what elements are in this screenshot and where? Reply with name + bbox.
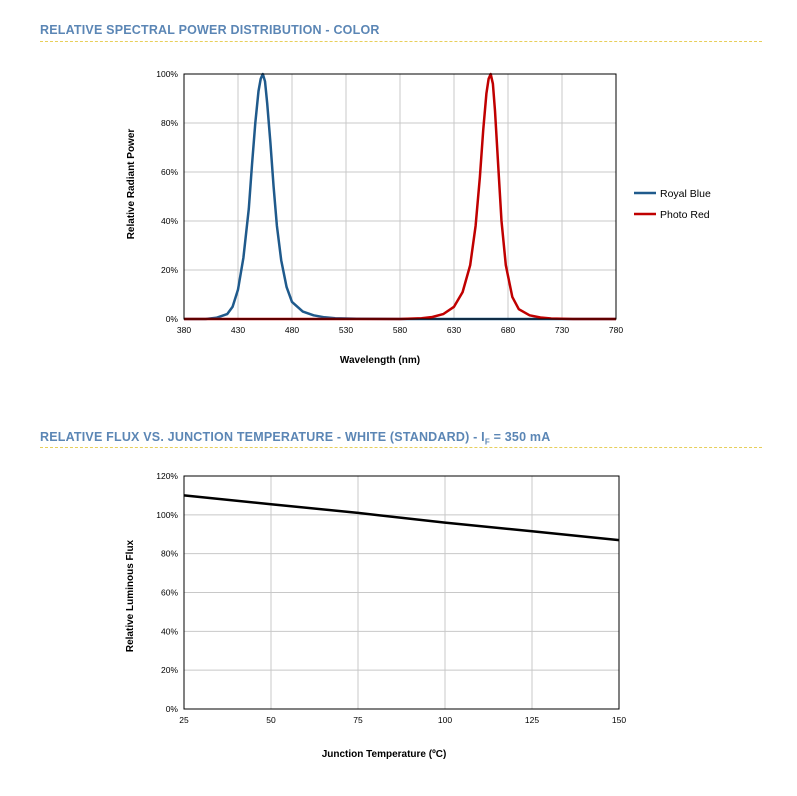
legend-label-photo-red: Photo Red [660, 209, 710, 221]
section-title-spectral: RELATIVE SPECTRAL POWER DISTRIBUTION - C… [40, 23, 380, 37]
x-tick-label: 100 [438, 715, 452, 725]
section-title-flux: RELATIVE FLUX VS. JUNCTION TEMPERATURE -… [40, 430, 550, 447]
x-tick-label: 480 [285, 325, 299, 335]
y-tick-label: 0% [166, 704, 179, 714]
plot-frame [183, 73, 617, 320]
y-axis-title: Relative Luminous Flux [125, 539, 136, 652]
x-tick-label: 730 [555, 325, 569, 335]
x-tick-label: 630 [447, 325, 461, 335]
x-axis-title: Wavelength (nm) [340, 355, 420, 366]
x-tick-label: 150 [612, 715, 626, 725]
y-tick-label: 100% [156, 69, 178, 79]
x-tick-label: 125 [525, 715, 539, 725]
x-tick-label: 530 [339, 325, 353, 335]
x-tick-label: 680 [501, 325, 515, 335]
section-divider [40, 41, 762, 42]
x-tick-label: 75 [353, 715, 363, 725]
x-tick-label: 430 [231, 325, 245, 335]
legend-label-royal-blue: Royal Blue [660, 188, 711, 200]
y-tick-label: 40% [161, 626, 178, 636]
x-tick-label: 25 [179, 715, 189, 725]
x-axis-title: Junction Temperature (ºC) [322, 749, 447, 760]
y-tick-label: 20% [161, 665, 178, 675]
title-main: RELATIVE FLUX VS. JUNCTION TEMPERATURE -… [40, 430, 485, 444]
y-tick-label: 80% [161, 118, 178, 128]
y-tick-label: 60% [161, 167, 178, 177]
plot-frame [183, 475, 620, 710]
y-tick-label: 40% [161, 216, 178, 226]
y-tick-label: 60% [161, 588, 178, 598]
y-tick-label: 0% [166, 314, 179, 324]
x-tick-label: 380 [177, 325, 191, 335]
x-tick-label: 50 [266, 715, 276, 725]
y-tick-label: 80% [161, 549, 178, 559]
x-tick-label: 580 [393, 325, 407, 335]
x-tick-label: 780 [609, 325, 623, 335]
series-line-photo-red [184, 72, 616, 321]
series-line-series-0 [183, 494, 620, 542]
y-tick-label: 100% [156, 510, 178, 520]
legend: Royal Blue Photo Red [634, 188, 711, 221]
title-subscript: F [484, 437, 490, 447]
y-tick-label: 120% [156, 471, 178, 481]
series-line-royal-blue [184, 72, 616, 321]
title-tail: = 350 mA [489, 430, 551, 444]
y-tick-label: 20% [161, 265, 178, 275]
y-axis-title: Relative Radiant Power [126, 129, 137, 240]
section-divider [40, 447, 762, 448]
